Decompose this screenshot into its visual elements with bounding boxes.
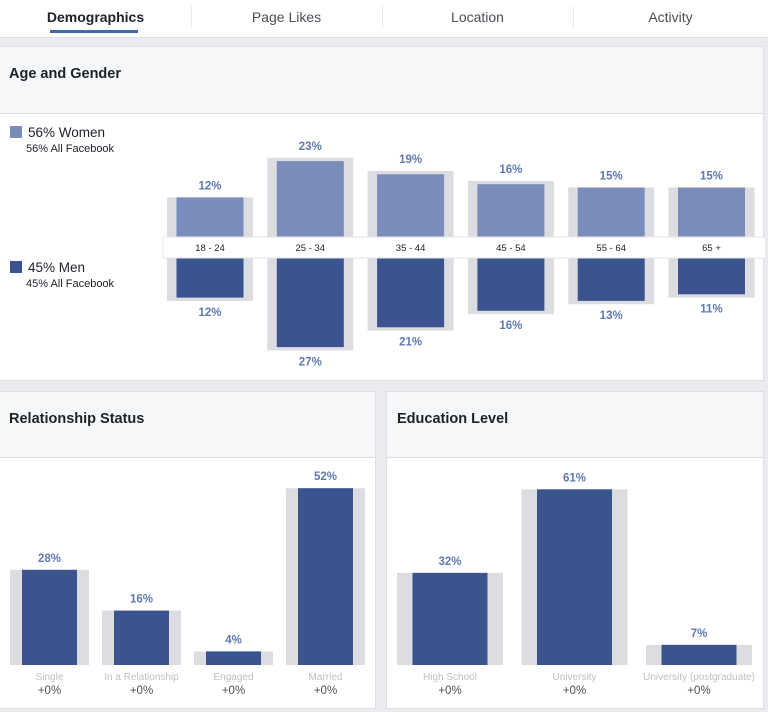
legend-men: 45% Men 45% All Facebook: [10, 260, 114, 290]
tab-location[interactable]: Location: [382, 0, 573, 37]
age-tick-label: 25 - 34: [296, 243, 326, 254]
education-header: Education Level: [387, 392, 763, 458]
relationship-category-label: Single: [36, 672, 64, 683]
education-bar: [412, 572, 488, 665]
relationship-category-label: Married: [309, 672, 343, 683]
women-value-label: 19%: [399, 154, 422, 166]
women-bar: [477, 184, 545, 237]
men-bar: [176, 258, 244, 298]
legend-men-label: 45% Men: [28, 260, 86, 275]
relationship-change-label: +0%: [130, 685, 153, 697]
women-bar: [678, 187, 745, 237]
men-value-label: 27%: [299, 356, 322, 368]
relationship-header: Relationship Status: [0, 392, 375, 458]
education-chart: 32% High School +0% 61% University +0% 7% Unive…: [397, 472, 755, 697]
age-axis-band: [162, 236, 765, 259]
age-tick-label: 18 - 24: [195, 243, 225, 254]
age-gender-panel: Age and Gender 56% Women 56% All Faceboo…: [0, 46, 765, 381]
active-tab-underline: [50, 30, 138, 33]
relationship-change-label: +0%: [314, 685, 337, 697]
legend-women: 56% Women 56% All Facebook: [10, 125, 114, 155]
education-bar: [661, 644, 737, 665]
men-bar: [377, 258, 445, 328]
education-value-label: 7%: [691, 628, 708, 640]
relationship-bar: [22, 569, 77, 665]
age-tick-label: 35 - 44: [396, 243, 426, 254]
relationship-panel: Relationship Status 28% Single +0% 16% In a …: [0, 391, 376, 709]
men-bar: [678, 258, 745, 295]
relationship-value-label: 4%: [225, 634, 242, 646]
men-value-label: 16%: [499, 320, 522, 332]
tab-page-likes-label: Page Likes: [251, 9, 322, 25]
age-tick-label: 45 - 54: [496, 243, 526, 254]
education-change-label: +0%: [438, 685, 461, 697]
legend-women-label: 56% Women: [28, 125, 106, 140]
education-panel: Education Level 32% High School +0% 61% Univ…: [386, 391, 764, 709]
education-value-label: 32%: [438, 556, 461, 568]
relationship-chart: 28% Single +0% 16% In a Relationship +0% 4% Eng…: [10, 471, 365, 697]
men-bar: [577, 258, 645, 301]
tab-demographics[interactable]: Demographics: [0, 0, 191, 37]
education-bar: [537, 489, 612, 665]
age-gender-header: Age and Gender: [0, 47, 763, 114]
women-value-label: 12%: [198, 180, 221, 192]
men-value-label: 11%: [700, 304, 722, 316]
relationship-change-label: +0%: [222, 685, 245, 697]
legend-women-sub: 56% All Facebook: [26, 143, 115, 155]
women-swatch: [10, 126, 22, 138]
relationship-category-label: Engaged: [213, 672, 253, 683]
tab-page-likes[interactable]: Page Likes: [191, 0, 382, 37]
relationship-value-label: 52%: [314, 471, 337, 483]
education-change-label: +0%: [563, 685, 586, 697]
education-title: Education Level: [397, 411, 509, 427]
tab-activity[interactable]: Activity: [573, 0, 768, 37]
education-value-label: 61%: [563, 472, 586, 484]
age-gender-chart: 12% 12% 23% 27% 19% 21% 16% 16% 15% 13% 15% 11% 18 -…: [162, 141, 765, 368]
tab-location-label: Location: [451, 9, 504, 25]
relationship-value-label: 28%: [38, 553, 61, 565]
relationship-bar: [298, 488, 353, 665]
women-bar: [276, 161, 344, 237]
age-gender-title: Age and Gender: [9, 66, 121, 82]
legend-men-sub: 45% All Facebook: [26, 278, 115, 290]
relationship-value-label: 16%: [130, 594, 153, 606]
women-bar: [176, 197, 244, 237]
tab-activity-label: Activity: [648, 9, 693, 25]
age-tick-label: 55 - 64: [596, 243, 626, 254]
relationship-bar: [206, 651, 261, 665]
women-value-label: 16%: [499, 164, 522, 176]
age-tick-label: 65 +: [702, 243, 721, 254]
education-change-label: +0%: [687, 685, 710, 697]
tab-demographics-label: Demographics: [46, 9, 145, 25]
men-value-label: 12%: [198, 307, 221, 319]
men-value-label: 21%: [399, 337, 422, 349]
men-value-label: 13%: [600, 310, 623, 322]
women-value-label: 23%: [299, 141, 322, 153]
relationship-bar: [114, 610, 169, 665]
relationship-category-label: In a Relationship: [104, 672, 179, 683]
education-category-label: University (postgraduate): [643, 672, 755, 683]
education-category-label: University: [553, 672, 597, 683]
men-swatch: [10, 261, 22, 273]
relationship-title: Relationship Status: [9, 411, 145, 427]
women-value-label: 15%: [700, 171, 723, 183]
relationship-change-label: +0%: [38, 685, 61, 697]
men-bar: [276, 258, 344, 348]
women-value-label: 15%: [600, 171, 623, 183]
education-category-label: High School: [423, 672, 477, 683]
men-bar: [477, 258, 545, 311]
women-bar: [377, 174, 445, 237]
women-bar: [577, 187, 645, 237]
tab-bar: Demographics Page Likes Location Activit…: [0, 0, 768, 38]
